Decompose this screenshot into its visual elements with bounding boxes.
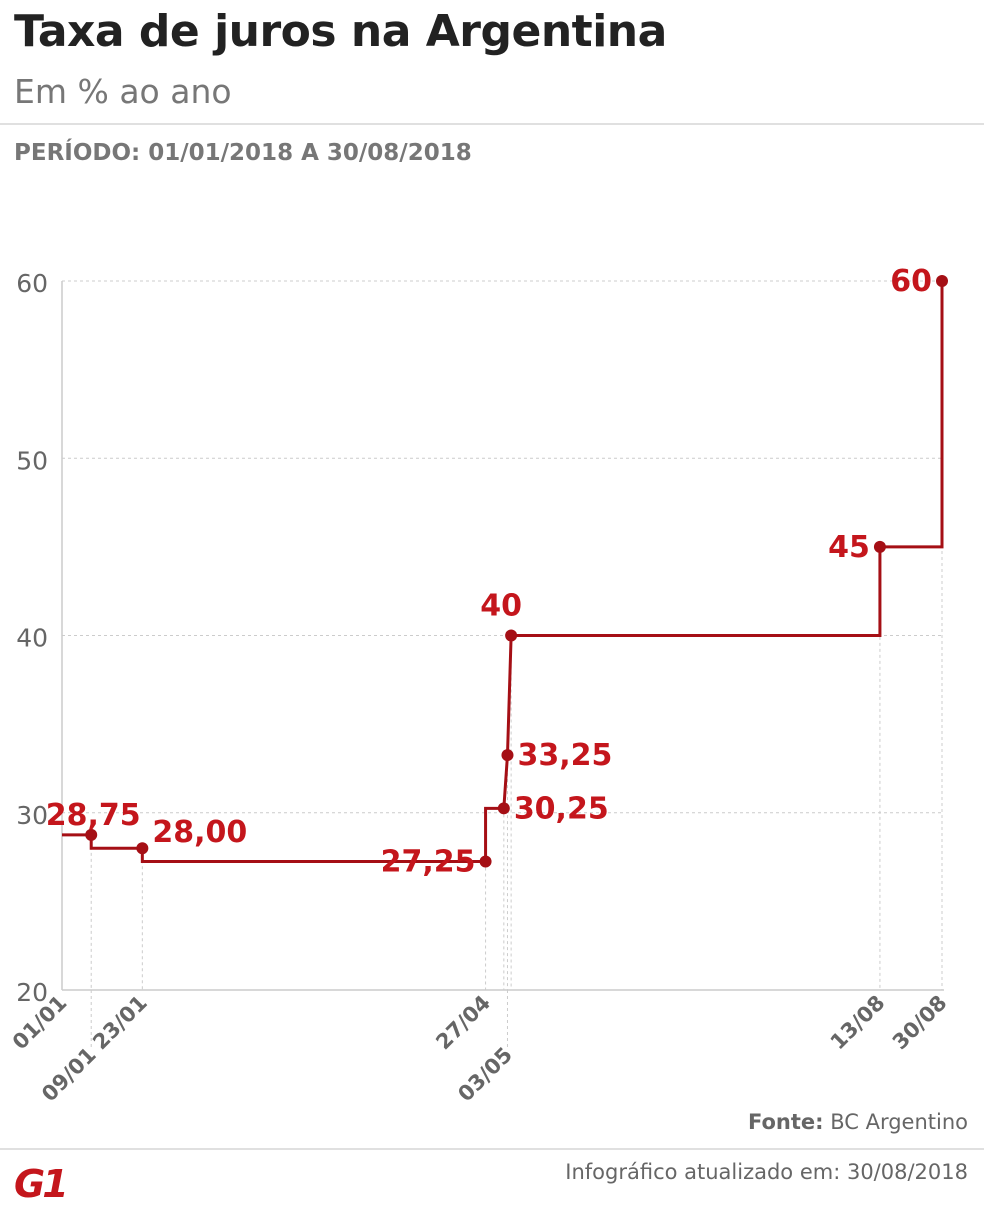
data-point [501, 749, 514, 762]
y-tick-label: 20 [16, 978, 48, 1007]
rate-line [62, 281, 944, 863]
data-label: 45 [828, 530, 870, 565]
updated-note: Infográfico atualizado em: 30/08/2018 [565, 1160, 968, 1184]
data-point [85, 828, 98, 841]
g1-logo: G1 [14, 1162, 69, 1206]
divider [0, 1148, 984, 1150]
data-label: 40 [480, 589, 522, 624]
data-label: 28,75 [46, 798, 141, 833]
page-subtitle: Em % ao ano [14, 72, 232, 111]
x-tick-label: 13/08 [826, 991, 890, 1055]
x-tick-label: 27/04 [431, 991, 495, 1055]
y-tick-label: 30 [16, 801, 48, 830]
data-point [936, 275, 948, 287]
period-label: PERÍODO: 01/01/2018 A 30/08/2018 [14, 140, 472, 166]
data-point [497, 802, 510, 815]
data-point [505, 629, 518, 642]
x-tick-label: 03/05 [453, 1043, 517, 1107]
data-label: 33,25 [517, 738, 612, 773]
y-tick-label: 50 [16, 446, 48, 475]
source-label: Fonte: [747, 1110, 824, 1134]
y-tick-label: 40 [16, 624, 48, 653]
data-point [136, 842, 149, 855]
data-label: 27,25 [381, 844, 476, 879]
x-tick-label: 30/08 [888, 991, 952, 1055]
page-title: Taxa de juros na Argentina [14, 6, 667, 57]
source-name: BC Argentino [830, 1110, 968, 1134]
data-point [873, 540, 886, 553]
x-tick-label: 09/01 [37, 1043, 101, 1107]
y-tick-label: 60 [16, 269, 48, 298]
source: Fonte: BC Argentino [748, 1110, 968, 1134]
divider [0, 123, 984, 125]
data-label: 30,25 [514, 791, 609, 826]
x-tick-label: 23/01 [88, 991, 152, 1055]
data-point [479, 855, 492, 868]
data-label: 28,00 [152, 815, 247, 850]
data-label: 60 [890, 264, 932, 299]
